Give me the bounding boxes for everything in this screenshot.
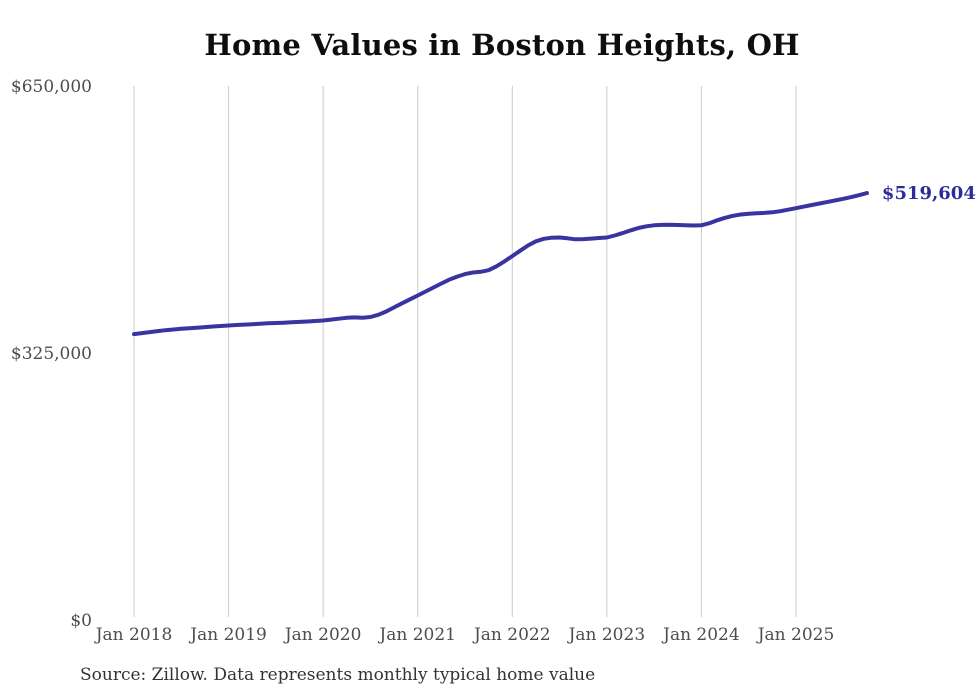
- home-value-line: [132, 191, 869, 337]
- y-tick-label: $0: [70, 611, 92, 631]
- y-tick-label: $325,000: [11, 344, 92, 364]
- x-tick-label: Jan 2020: [283, 625, 362, 645]
- x-tick-label: Jan 2024: [661, 625, 740, 645]
- x-tick-label: Jan 2018: [94, 625, 173, 645]
- y-tick-label: $650,000: [11, 77, 92, 97]
- x-tick-label: Jan 2021: [377, 625, 456, 645]
- chart-title: Home Values in Boston Heights, OH: [204, 28, 800, 62]
- source-note: Source: Zillow. Data represents monthly …: [80, 665, 596, 685]
- x-tick-label: Jan 2019: [188, 625, 267, 645]
- x-tick-label: Jan 2025: [756, 625, 835, 645]
- x-tick-label: Jan 2022: [472, 625, 551, 645]
- end-value-label: $519,604: [882, 183, 976, 204]
- x-tick-label: Jan 2023: [567, 625, 646, 645]
